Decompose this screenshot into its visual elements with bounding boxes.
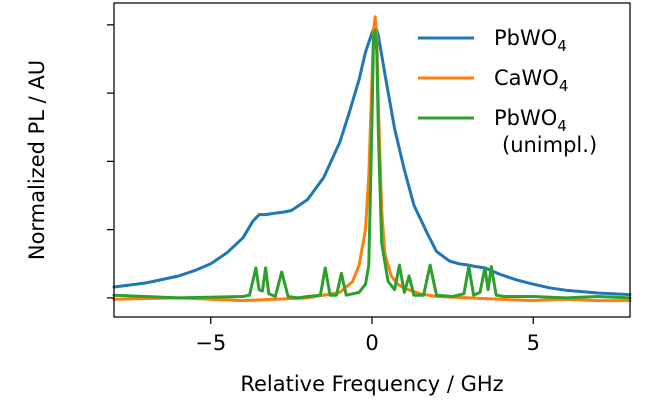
y-axis <box>107 24 114 299</box>
x-axis-label: Relative Frequency / GHz <box>240 372 503 396</box>
series-layer <box>112 15 632 303</box>
legend-label-text: PbWO <box>494 26 557 50</box>
legend-label-3: PbWO4 <box>494 106 567 135</box>
x-tick-label: 0 <box>365 331 378 355</box>
legend-label-2: CaWO4 <box>494 66 568 95</box>
x-tick-label: −5 <box>195 331 226 355</box>
x-tick-label: 5 <box>527 331 540 355</box>
legend-label-extra-3: (unimpl.) <box>502 133 597 157</box>
legend-label-1: PbWO4 <box>494 26 567 55</box>
series-line-3 <box>112 28 632 300</box>
x-axis: −5 0 5 <box>195 317 540 355</box>
legend-label-text: PbWO <box>494 106 557 130</box>
legend-label-text: CaWO <box>494 66 559 90</box>
y-axis-label: Normalized PL / AU <box>25 60 49 260</box>
legend-label-subscript: 4 <box>557 117 567 135</box>
legend-label-subscript: 4 <box>559 77 569 95</box>
legend-label-subscript: 4 <box>557 37 567 55</box>
